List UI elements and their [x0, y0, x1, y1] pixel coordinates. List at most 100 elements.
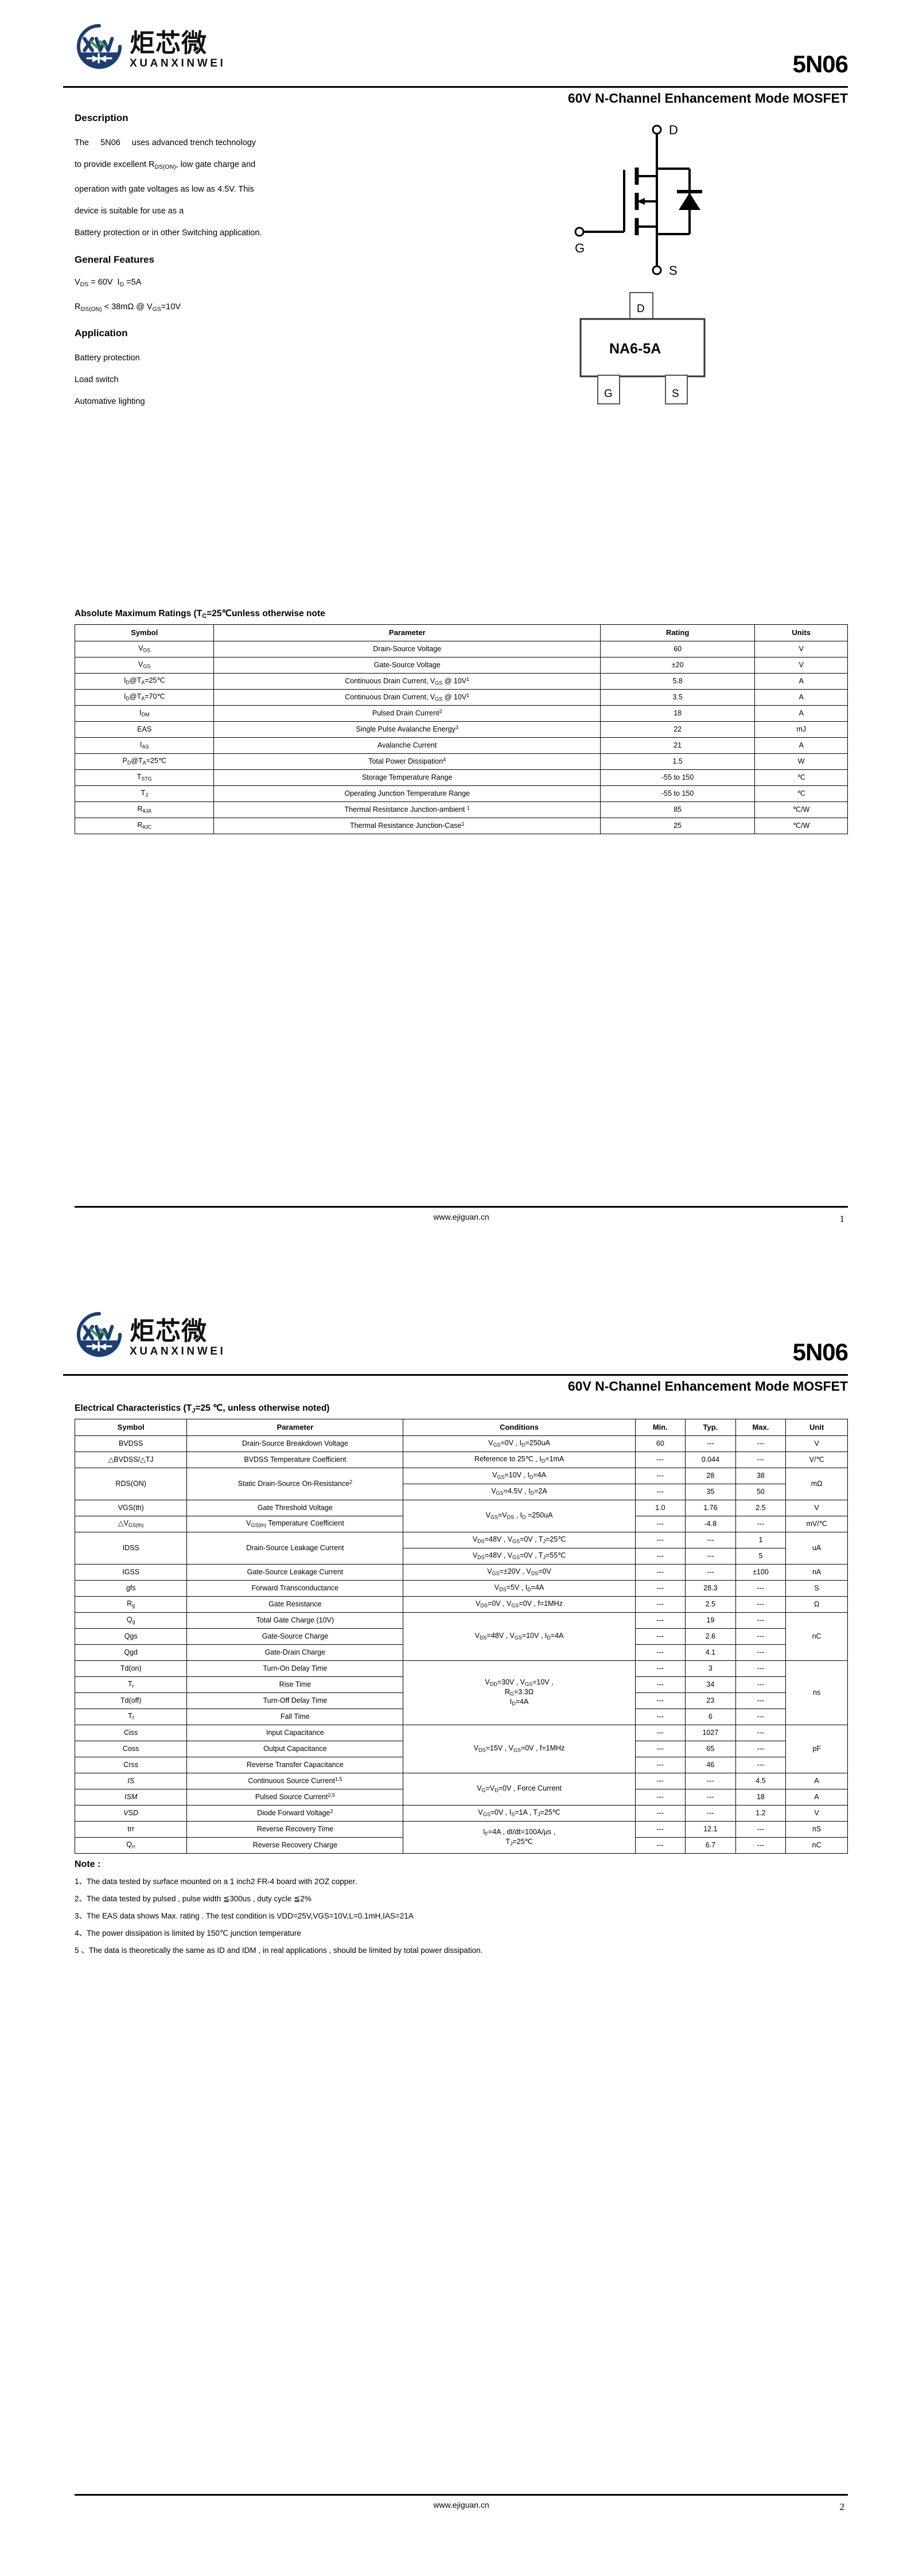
note-item: 5 、The data is theoretically the same as… [75, 1946, 483, 1955]
cell-min: --- [634, 1580, 686, 1597]
cell-max: 38 [735, 1468, 787, 1485]
cell-symbol: △BVDSS/△TJ [74, 1452, 188, 1469]
table-row: Ciss Input Capacitance VDS=15V , VGS=0V … [74, 1725, 848, 1774]
cell-min: --- [634, 1805, 686, 1822]
abs-max-body: VDS Drain-Source Voltage 60 V VGS Gate-Sourc… [74, 641, 848, 835]
feature-vds-id: VDS = 60V ID =5A [75, 277, 142, 288]
table-row: △BVDSS/△TJ BVDSS Temperature Coefficient… [74, 1452, 848, 1469]
cell-symbol: VGS(th) [74, 1500, 188, 1517]
cell-conditions: VGS=0V , ID=250uA [403, 1435, 636, 1453]
cell-conditions: VDD=30V , VGS=10V , RG=3.3Ω ID=4A [403, 1660, 636, 1726]
cell-unit: V [785, 1435, 848, 1453]
cell-rating: 18 [599, 705, 756, 722]
cell-parameter: Forward Transconductance [186, 1580, 404, 1597]
cell-parameter: Input Capacitance [186, 1725, 404, 1742]
cell-symbol: RDS(ON) [74, 1468, 188, 1501]
cell-conditions: VGS=10V , ID=4A [403, 1468, 636, 1485]
cell-max: --- [735, 1580, 787, 1597]
cell-symbol: BVDSS [74, 1435, 188, 1453]
cell-symbol: PD@TA=25℃ [74, 753, 215, 771]
table-row: RθJC Thermal Resistance Junction-Case1 25 ℃… [74, 818, 848, 835]
cell-units: A [754, 689, 848, 706]
cell-parameter: Thermal Resistance Junction-Case1 [213, 818, 601, 835]
cell-symbol: IAS [74, 737, 215, 754]
table-row: VGS Gate-Source Voltage ±20 V [74, 657, 848, 674]
cell-parameter: Drain-Source Breakdown Voltage [186, 1435, 404, 1453]
footer-url[interactable]: www.ejiguan.cn [433, 2500, 489, 2509]
cell-typ: 3 [685, 1660, 736, 1678]
cell-min: --- [634, 1757, 686, 1774]
table-row: VGS(th) Gate Threshold Voltage VGS=VDS ,… [74, 1500, 848, 1533]
cell-max: --- [735, 1821, 787, 1838]
cell-min: 1.0 [634, 1500, 686, 1517]
table-row: △VGS(th) VGS(th) Temperature Coefficient… [74, 1516, 848, 1533]
cell-min: --- [634, 1596, 686, 1613]
cell-units: ℃/W [754, 818, 848, 835]
table-row: Rg Gate Resistance VDS=0V , VGS=0V , f=1… [74, 1596, 848, 1613]
cell-conditions: VG=VD=0V , Force Current [403, 1773, 636, 1806]
cell-max: --- [735, 1741, 787, 1758]
right-column: D G [407, 112, 729, 434]
cell-typ: 6 [685, 1709, 736, 1726]
footer-url[interactable]: www.ejiguan.cn [433, 1212, 489, 1221]
cell-conditions: VGS=VDS , ID =250uA [403, 1500, 636, 1533]
application-item: Automative lighting [75, 396, 145, 406]
cell-typ: --- [685, 1435, 736, 1453]
page-number: 1 [839, 1213, 845, 1224]
cell-unit: A [785, 1789, 848, 1806]
cell-parameter: Avalanche Current [213, 737, 601, 754]
part-number-title: 5N06 [792, 1338, 848, 1365]
cell-rating: 85 [599, 801, 756, 819]
cell-max: --- [735, 1692, 787, 1710]
cell-rating: 22 [599, 721, 756, 738]
cell-typ: --- [685, 1805, 736, 1822]
col-min: Min. [634, 1419, 686, 1437]
cell-units: W [754, 753, 848, 771]
cell-parameter: Reverse Transfer Capacitance [186, 1757, 404, 1774]
cell-max: --- [735, 1435, 787, 1453]
abs-max-title: Absolute Maximum Ratings (TC=25℃unless o… [75, 609, 325, 620]
cell-unit: Ω [785, 1596, 848, 1613]
application-heading: Application [75, 327, 128, 338]
abs-max-section: Absolute Maximum Ratings (TC=25℃unless o… [74, 608, 848, 835]
cell-units: V [754, 657, 848, 674]
cell-max: --- [735, 1725, 787, 1742]
cell-typ: 35 [685, 1484, 736, 1501]
cell-conditions: VDS=48V , VGS=0V , TJ=55℃ [403, 1548, 636, 1565]
cell-parameter: Continuous Drain Current, VGS @ 10V1 [213, 689, 601, 706]
col-parameter: Parameter [213, 624, 601, 642]
table-row: RθJA Thermal Resistance Junction-ambient … [74, 801, 848, 819]
brand-pinyin: XUANXINWEI [130, 57, 226, 69]
cell-parameter: Reverse Recovery Charge [186, 1837, 404, 1854]
cell-units: ℃ [754, 769, 848, 787]
cell-typ: 28.3 [685, 1580, 736, 1597]
table-row: VSD Diode Forward Voltage2 VGS=0V , IS=1… [74, 1805, 848, 1822]
description-line: device is suitable for use as a [75, 206, 184, 216]
cell-conditions: Reference to 25℃ , ID=1mA [403, 1452, 636, 1469]
cell-min: --- [634, 1452, 686, 1469]
cell-symbol: Crss [74, 1757, 188, 1774]
cell-parameter: Gate-Source Charge [186, 1628, 404, 1645]
cell-symbol: trr [74, 1821, 188, 1838]
cell-unit: A [785, 1773, 848, 1790]
cell-parameter: Total Gate Charge (10V) [186, 1612, 404, 1629]
col-parameter: Parameter [186, 1419, 404, 1437]
application-item: Battery protection [75, 353, 140, 363]
svg-text:S: S [669, 263, 678, 278]
cell-conditions: VDS=15V , VGS=0V , f=1MHz [403, 1725, 636, 1774]
col-conditions: Conditions [403, 1419, 636, 1437]
cell-max: 18 [735, 1789, 787, 1806]
cell-max: --- [735, 1676, 787, 1694]
cell-min: --- [634, 1660, 686, 1678]
cell-typ: 12.1 [685, 1821, 736, 1838]
cell-typ: --- [685, 1548, 736, 1565]
cell-unit: nS [785, 1821, 848, 1838]
xw-logo-icon [75, 1310, 124, 1359]
cell-parameter: Turn-On Delay Time [186, 1660, 404, 1678]
cell-unit: V [785, 1500, 848, 1517]
cell-typ: --- [685, 1773, 736, 1790]
cell-rating: -55 to 150 [599, 785, 756, 803]
elec-char-section: Electrical Characteristics (TJ=25 ℃, unl… [74, 1403, 848, 1959]
cell-conditions: VDS=48V , VGS=0V , TJ=25℃ [403, 1532, 636, 1549]
table-header-row: Symbol Parameter Rating Units [74, 624, 848, 642]
